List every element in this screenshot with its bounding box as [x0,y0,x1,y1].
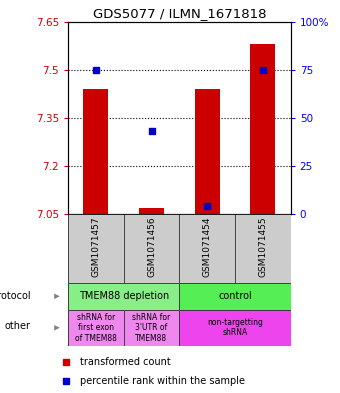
Text: shRNA for
first exon
of TMEM88: shRNA for first exon of TMEM88 [75,313,117,343]
Text: transformed count: transformed count [80,356,170,367]
Text: GSM1071457: GSM1071457 [91,217,100,277]
Bar [83,89,108,214]
Text: GSM1071456: GSM1071456 [147,217,156,277]
Text: non-targetting
shRNA: non-targetting shRNA [207,318,263,338]
Bar [139,208,164,214]
Text: TMEM88 depletion: TMEM88 depletion [79,291,169,301]
Text: GSM1071455: GSM1071455 [258,217,267,277]
Text: other: other [5,321,31,331]
Bar [250,44,275,214]
Text: control: control [218,291,252,301]
Text: GSM1071454: GSM1071454 [203,217,212,277]
Text: shRNA for
3'UTR of
TMEM88: shRNA for 3'UTR of TMEM88 [132,313,171,343]
Text: percentile rank within the sample: percentile rank within the sample [80,376,244,386]
Bar [195,89,220,214]
Text: protocol: protocol [0,291,31,301]
Title: GDS5077 / ILMN_1671818: GDS5077 / ILMN_1671818 [92,7,266,20]
